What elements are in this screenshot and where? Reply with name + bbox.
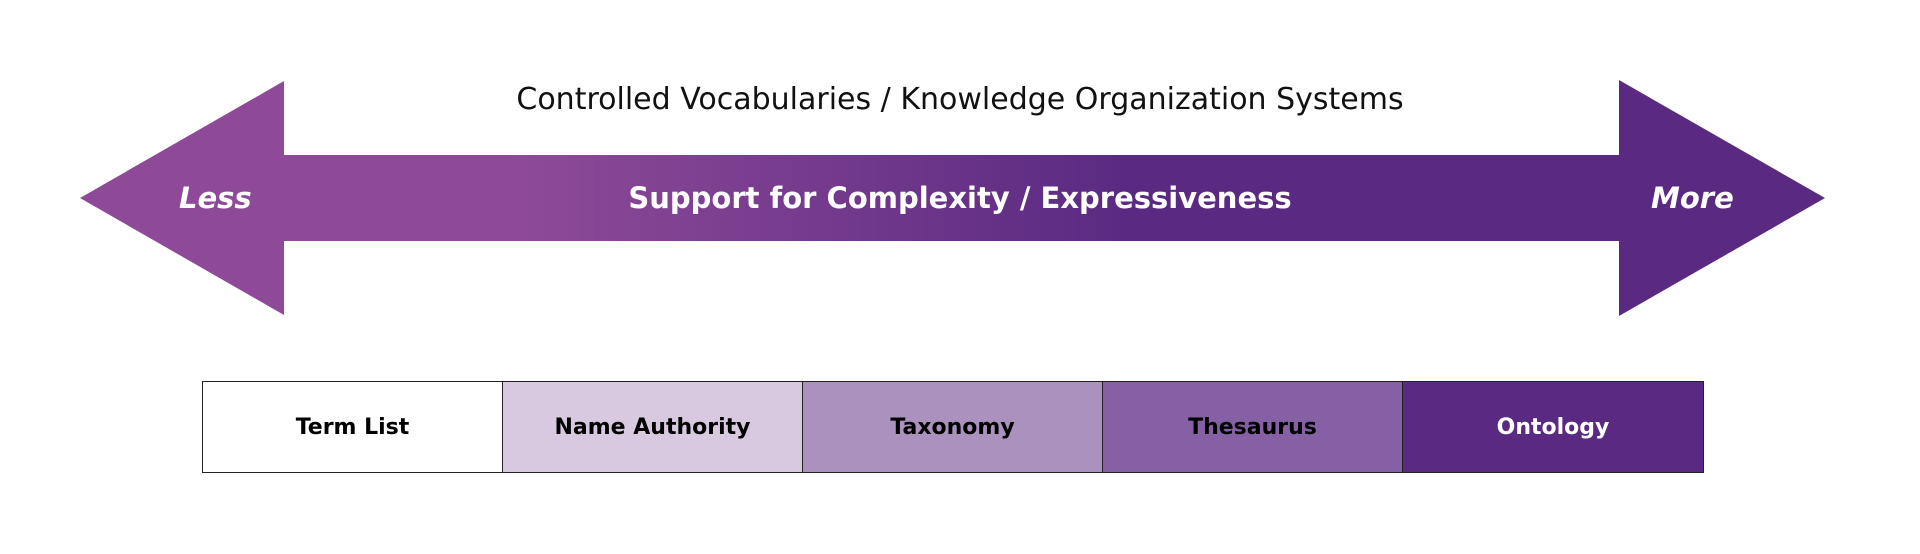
scale-box-name-authority: Name Authority xyxy=(503,382,803,472)
scale-box-term-list: Term List xyxy=(203,382,503,472)
box-label: Name Authority xyxy=(554,414,751,440)
box-label: Term List xyxy=(295,414,410,440)
box-label: Taxonomy xyxy=(890,414,1015,440)
arrow-center-label: Support for Complexity / Expressiveness xyxy=(628,181,1292,215)
more-label: More xyxy=(1651,181,1734,215)
diagram-title: Controlled Vocabularies / Knowledge Orga… xyxy=(516,82,1404,117)
scale-box-ontology: Ontology xyxy=(1403,382,1703,472)
box-label: Ontology xyxy=(1496,414,1610,440)
less-label: Less xyxy=(179,181,252,215)
scale-box-thesaurus: Thesaurus xyxy=(1103,382,1403,472)
box-label: Thesaurus xyxy=(1188,414,1317,440)
arrow-shape xyxy=(80,80,1825,316)
vocabulary-scale: Term List Name Authority Taxonomy Thesau… xyxy=(202,381,1704,473)
scale-box-taxonomy: Taxonomy xyxy=(803,382,1103,472)
